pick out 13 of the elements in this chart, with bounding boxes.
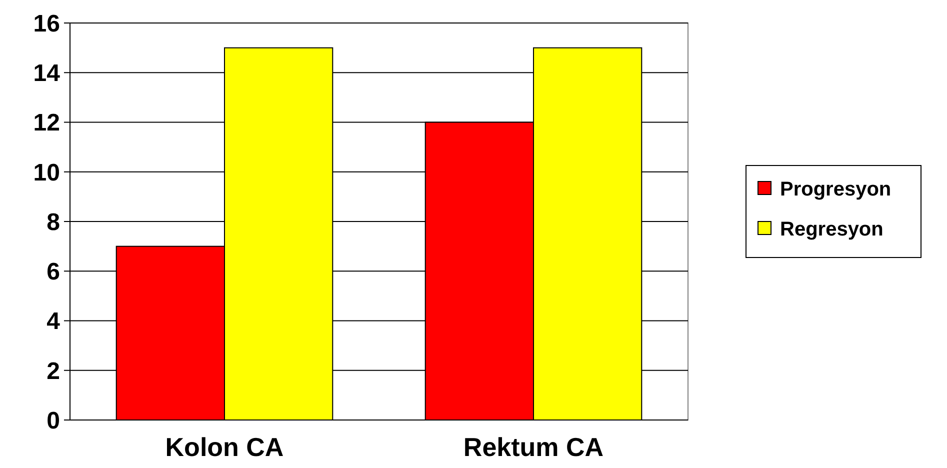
- legend-label: Progresyon: [780, 178, 892, 200]
- x-tick-label: Kolon CA: [165, 432, 284, 462]
- y-tick-label: 10: [33, 159, 60, 186]
- y-tick-label: 6: [46, 258, 60, 286]
- y-tick-label: 16: [33, 10, 60, 38]
- y-tick-label: 2: [46, 358, 60, 385]
- legend-label: Regresyon: [780, 218, 884, 240]
- y-tick-label: 4: [46, 308, 61, 336]
- y-tick-label: 14: [33, 60, 61, 88]
- x-tick-label: Rektum CA: [463, 432, 604, 462]
- y-tick-label: 8: [46, 208, 60, 236]
- y-tick-label: 12: [33, 110, 60, 137]
- y-tick-label: 0: [46, 407, 60, 434]
